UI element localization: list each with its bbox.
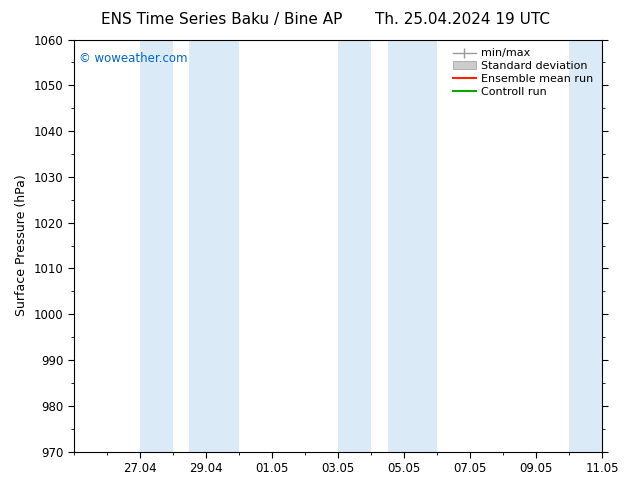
Text: Th. 25.04.2024 19 UTC: Th. 25.04.2024 19 UTC — [375, 12, 550, 27]
Legend: min/max, Standard deviation, Ensemble mean run, Controll run: min/max, Standard deviation, Ensemble me… — [450, 45, 597, 100]
Bar — [569, 40, 602, 452]
Bar — [338, 40, 371, 452]
Bar — [387, 40, 437, 452]
Bar — [139, 40, 173, 452]
Text: © woweather.com: © woweather.com — [79, 52, 188, 65]
Bar — [190, 40, 239, 452]
Y-axis label: Surface Pressure (hPa): Surface Pressure (hPa) — [15, 175, 28, 317]
Text: ENS Time Series Baku / Bine AP: ENS Time Series Baku / Bine AP — [101, 12, 342, 27]
